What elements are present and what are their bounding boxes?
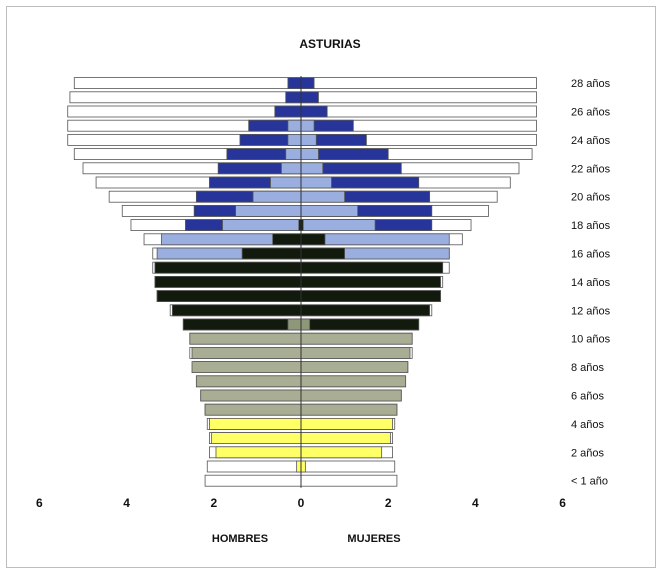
bar-black-male-age-13 xyxy=(157,291,301,302)
bar-gray-green-female-age-9 xyxy=(301,347,410,358)
bar-gray-green-male-age-8 xyxy=(192,362,301,373)
age-category-label: 16 años xyxy=(571,249,611,261)
x-tick-label: 4 xyxy=(472,496,479,510)
bar-yellow-female-age-1 xyxy=(301,461,305,472)
age-category-label: 14 años xyxy=(571,277,611,289)
bar-outline-male-age-27 xyxy=(70,92,301,103)
bar-light-blue-female-age-25 xyxy=(301,120,314,131)
x-tick-label: 6 xyxy=(36,496,43,510)
bar-black-female-age-13 xyxy=(301,291,441,302)
age-category-label: 2 años xyxy=(571,447,605,459)
bar-black-male-age-14 xyxy=(155,276,301,287)
chart-title: ASTURIAS xyxy=(299,37,360,51)
bar-gray-green-male-age-10 xyxy=(190,333,301,344)
bar-light-blue-male-age-20 xyxy=(253,191,301,202)
bar-light-blue-male-age-25 xyxy=(288,120,301,131)
age-category-label: 22 años xyxy=(571,163,611,175)
age-category-label: 24 años xyxy=(571,135,611,147)
x-tick-label: 2 xyxy=(385,496,392,510)
bar-black-female-age-16 xyxy=(301,248,345,259)
bar-dark-blue-female-age-28 xyxy=(301,78,314,89)
bar-gray-green-female-age-8 xyxy=(301,362,408,373)
bar-black-female-age-11 xyxy=(301,319,419,330)
bar-black-female-age-15 xyxy=(301,262,443,273)
bar-outline-female-age-26 xyxy=(301,106,536,117)
age-category-label: 20 años xyxy=(571,192,611,204)
bar-light-blue-female-age-23 xyxy=(301,149,318,160)
bars-group xyxy=(68,78,537,487)
age-category-label: 26 años xyxy=(571,107,611,119)
bar-yellow-male-age-2 xyxy=(216,447,301,458)
bar-gray-green-male-age-6 xyxy=(201,390,301,401)
bar-yellow-female-age-4 xyxy=(301,418,393,429)
age-category-label: 6 años xyxy=(571,391,605,403)
bar-black-female-age-17 xyxy=(301,234,325,245)
bar-light-blue-male-age-22 xyxy=(281,163,301,174)
bar-black-female-age-14 xyxy=(301,276,441,287)
age-category-label: 8 años xyxy=(571,362,605,374)
bar-yellow-male-age-4 xyxy=(209,418,301,429)
bar-gray-green-female-age-6 xyxy=(301,390,401,401)
bar-outline-male-age-28 xyxy=(74,78,301,89)
mujeres-label: MUJERES xyxy=(347,533,400,545)
bar-dark-blue-male-age-27 xyxy=(286,92,301,103)
bar-light-blue-female-age-18 xyxy=(301,220,375,231)
age-category-label: 4 años xyxy=(571,419,605,431)
bar-black-male-age-17 xyxy=(273,234,301,245)
bar-gray-green-female-age-7 xyxy=(301,376,406,387)
bar-gray-green-female-age-10 xyxy=(301,333,412,344)
x-tick-labels: 6 4 2 0 2 4 6 xyxy=(36,496,566,510)
bar-black-female-age-12 xyxy=(301,305,430,316)
bar-outline-male-age-26 xyxy=(68,106,301,117)
bar-gray-green-male-age-5 xyxy=(205,404,301,415)
bar-dark-blue-female-age-26 xyxy=(301,106,327,117)
bar-yellow-male-age-1 xyxy=(297,461,301,472)
bar-dark-blue-male-age-28 xyxy=(288,78,301,89)
bar-outline-female-age-0 xyxy=(301,475,397,486)
bar-black-male-age-15 xyxy=(155,262,301,273)
age-category-label: 28 años xyxy=(571,78,611,90)
bar-outline-female-age-1 xyxy=(301,461,395,472)
x-tick-label: 4 xyxy=(123,496,130,510)
bar-gray-green-female-age-5 xyxy=(301,404,397,415)
bar-light-blue-female-age-20 xyxy=(301,191,345,202)
bar-light-blue-male-age-19 xyxy=(236,205,301,216)
bar-olive-inner-male-age-11 xyxy=(288,319,301,330)
hombres-label: HOMBRES xyxy=(212,533,268,545)
x-tick-label: 0 xyxy=(298,496,305,510)
bar-light-blue-male-age-18 xyxy=(223,220,301,231)
bar-yellow-female-age-2 xyxy=(301,447,382,458)
bar-outline-female-age-28 xyxy=(301,78,536,89)
bar-black-male-age-12 xyxy=(172,305,301,316)
age-category-label: 12 años xyxy=(571,305,611,317)
bar-light-blue-male-age-23 xyxy=(286,149,301,160)
bar-light-blue-female-age-22 xyxy=(301,163,323,174)
x-tick-label: 6 xyxy=(559,496,566,510)
bar-black-male-age-16 xyxy=(242,248,301,259)
bar-light-blue-female-age-24 xyxy=(301,134,316,145)
bar-light-blue-male-age-24 xyxy=(288,134,301,145)
bar-gray-green-male-age-9 xyxy=(192,347,301,358)
bar-dark-blue-female-age-27 xyxy=(301,92,318,103)
bar-gray-green-male-age-7 xyxy=(196,376,301,387)
age-category-label: 10 años xyxy=(571,334,611,346)
bar-olive-inner-female-age-11 xyxy=(301,319,310,330)
bar-outline-female-age-27 xyxy=(301,92,536,103)
age-category-labels: 28 años 26 años 24 años 22 años 20 años 18 añ… xyxy=(571,78,611,488)
bar-light-blue-male-age-21 xyxy=(270,177,301,188)
bar-outline-male-age-0 xyxy=(205,475,301,486)
bar-light-blue-female-age-19 xyxy=(301,205,358,216)
bar-dark-blue-male-age-26 xyxy=(275,106,301,117)
age-category-label: 18 años xyxy=(571,220,611,232)
bar-yellow-male-age-3 xyxy=(212,433,301,444)
bar-yellow-female-age-3 xyxy=(301,433,390,444)
x-tick-label: 2 xyxy=(210,496,217,510)
bar-black-male-age-11 xyxy=(183,319,301,330)
bar-outline-male-age-1 xyxy=(207,461,301,472)
bar-light-blue-female-age-21 xyxy=(301,177,332,188)
age-category-label: < 1 año xyxy=(571,476,608,488)
